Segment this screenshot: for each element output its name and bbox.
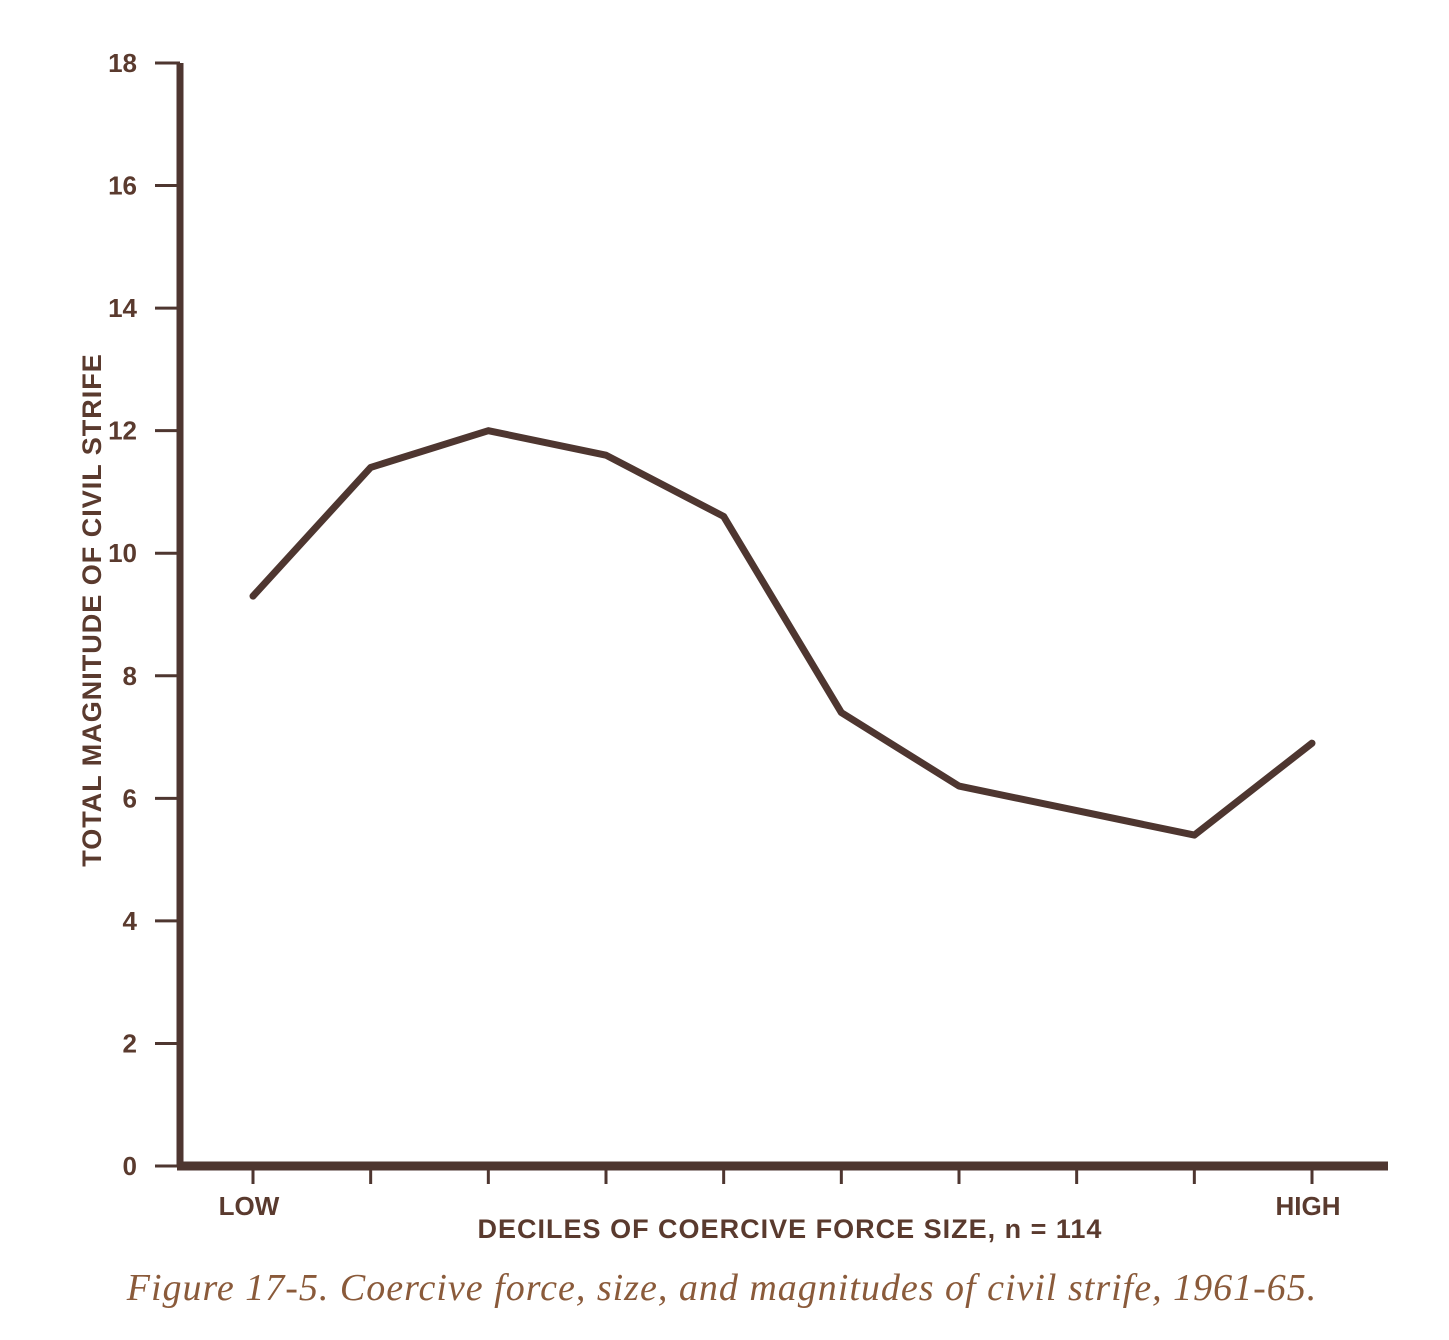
y-tick-label: 10 [108,538,137,568]
data-point [485,427,492,434]
data-point [956,783,962,790]
y-tick-label: 4 [123,906,138,936]
y-tick-label: 0 [123,1151,137,1181]
data-point [367,464,374,471]
y-axis-ticks: 0 2 4 6 8 10 12 14 16 18 [108,48,180,1181]
figure-caption: Figure 17-5. Coercive force, size, and m… [126,1267,1318,1309]
y-tick-label: 16 [108,171,137,201]
y-tick-label: 12 [108,416,137,446]
x-tick-label: LOW [219,1191,280,1221]
data-point [1191,832,1198,839]
data-point [838,709,845,716]
data-point [1073,807,1080,814]
data-point [1309,740,1315,747]
x-tick-label: HIGH [1276,1191,1341,1221]
y-tick-label: 2 [123,1028,137,1058]
series-layer [249,427,1316,839]
y-tick-label: 14 [108,293,137,323]
x-axis-title: DECILES OF COERCIVE FORCE SIZE, n = 114 [478,1214,1103,1244]
data-point [250,593,256,600]
y-tick-label: 6 [123,783,137,813]
data-point [720,513,727,520]
y-axis-title: TOTAL MAGNITUDE OF CIVIL STRIFE [77,353,107,867]
y-tick-label: 8 [123,661,137,691]
data-point [603,452,609,459]
x-axis-ticks: LOW HIGH [219,1166,1341,1221]
y-tick-label: 18 [108,48,137,78]
series-line [249,427,1316,839]
